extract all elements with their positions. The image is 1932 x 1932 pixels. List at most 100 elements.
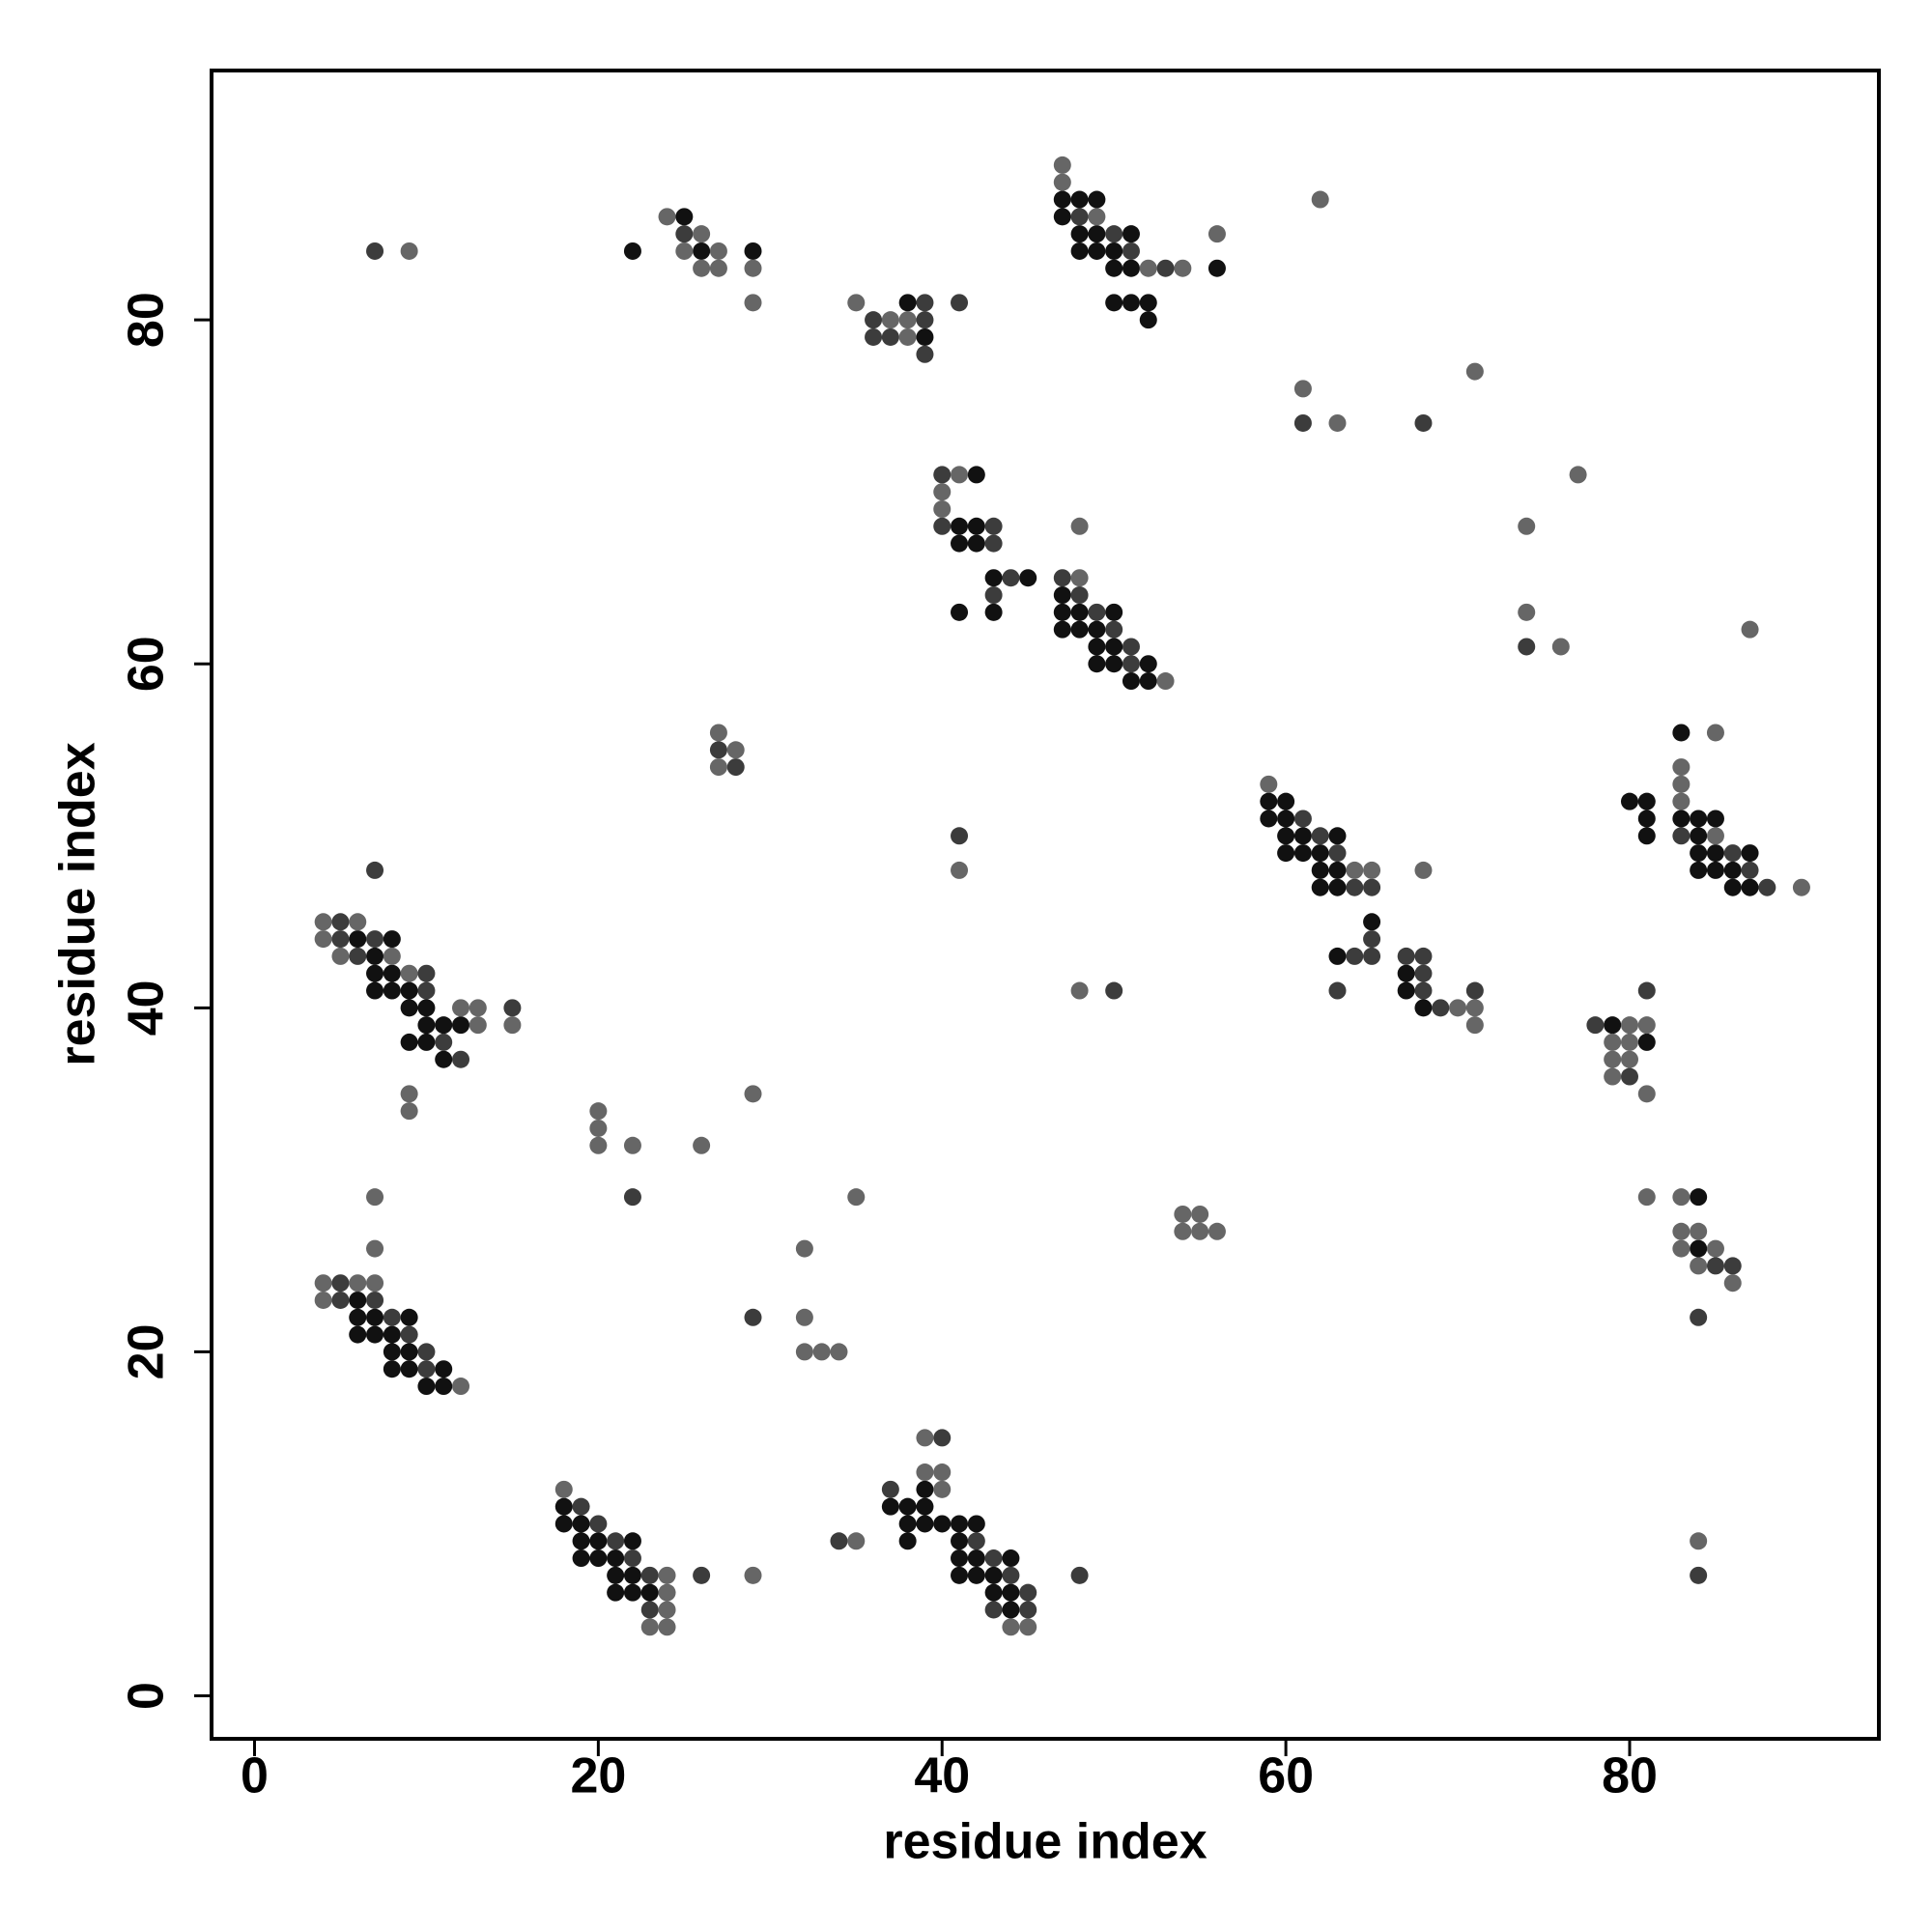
point: [417, 1343, 436, 1361]
point: [366, 964, 384, 982]
point: [1723, 878, 1742, 896]
point: [984, 586, 1003, 605]
point: [469, 999, 487, 1017]
point: [1690, 1257, 1708, 1275]
point: [1002, 1583, 1020, 1602]
point: [349, 913, 367, 931]
point: [314, 1291, 332, 1309]
point: [1174, 1222, 1192, 1240]
point: [1414, 413, 1433, 432]
point: [1139, 311, 1157, 329]
y-tick-label: 60: [119, 636, 175, 692]
point: [503, 999, 522, 1017]
point: [951, 1532, 969, 1550]
point: [1690, 827, 1708, 845]
point: [1174, 259, 1192, 277]
point: [658, 208, 676, 226]
point: [951, 466, 969, 484]
point: [1706, 844, 1724, 863]
point: [984, 517, 1003, 535]
point: [1690, 1222, 1708, 1240]
point: [1156, 672, 1175, 691]
point: [916, 327, 934, 346]
point: [1070, 208, 1089, 226]
point: [623, 1532, 641, 1550]
point: [693, 242, 711, 260]
point: [469, 1016, 487, 1035]
point: [349, 1308, 367, 1326]
point: [984, 1601, 1003, 1619]
point: [1053, 620, 1071, 639]
point: [1637, 1085, 1656, 1103]
point: [898, 1497, 917, 1516]
point: [623, 1549, 641, 1568]
point: [1465, 362, 1484, 381]
point: [572, 1515, 590, 1533]
point: [916, 1429, 934, 1447]
point: [383, 1325, 401, 1344]
point: [744, 1566, 762, 1584]
point: [1690, 810, 1708, 828]
point: [1346, 878, 1364, 896]
point: [967, 1532, 985, 1550]
point: [1397, 964, 1415, 982]
point: [951, 534, 969, 553]
point: [1019, 1618, 1037, 1636]
point: [1191, 1222, 1209, 1240]
point: [435, 1050, 453, 1068]
point: [1672, 775, 1690, 793]
x-tick-label: 80: [1602, 1748, 1658, 1804]
point: [1122, 294, 1140, 312]
point: [1105, 620, 1123, 639]
point: [675, 242, 694, 260]
point: [400, 1360, 418, 1378]
point: [951, 294, 969, 312]
point: [331, 1291, 350, 1309]
point: [1741, 861, 1759, 879]
point: [1723, 844, 1742, 863]
point: [1208, 1222, 1226, 1240]
point: [933, 483, 952, 501]
point: [366, 1274, 384, 1293]
point: [916, 311, 934, 329]
point: [1465, 1016, 1484, 1035]
point: [572, 1549, 590, 1568]
point: [1208, 259, 1226, 277]
point: [1363, 861, 1381, 879]
point: [331, 947, 350, 965]
point: [1122, 638, 1140, 656]
point: [830, 1343, 848, 1361]
point: [967, 517, 985, 535]
point: [366, 1325, 384, 1344]
point: [1053, 586, 1071, 605]
y-tick-label: 40: [119, 980, 175, 1036]
y-axis-label: residue index: [50, 742, 106, 1065]
point: [984, 569, 1003, 587]
point: [916, 294, 934, 312]
point: [366, 242, 384, 260]
point: [572, 1497, 590, 1516]
point: [1706, 827, 1724, 845]
point: [898, 1515, 917, 1533]
point: [1672, 1188, 1690, 1207]
point: [1690, 1566, 1708, 1584]
point: [1518, 603, 1536, 621]
point: [1604, 1016, 1622, 1035]
point: [349, 1325, 367, 1344]
point: [1328, 413, 1347, 432]
point: [1328, 981, 1347, 1000]
point: [366, 1308, 384, 1326]
point: [640, 1618, 659, 1636]
point: [331, 913, 350, 931]
point: [658, 1583, 676, 1602]
point: [1105, 638, 1123, 656]
point: [881, 1480, 899, 1498]
point: [744, 242, 762, 260]
point: [1672, 758, 1690, 777]
point: [623, 1583, 641, 1602]
point: [640, 1566, 659, 1584]
point: [314, 913, 332, 931]
point: [366, 981, 384, 1000]
point: [658, 1601, 676, 1619]
